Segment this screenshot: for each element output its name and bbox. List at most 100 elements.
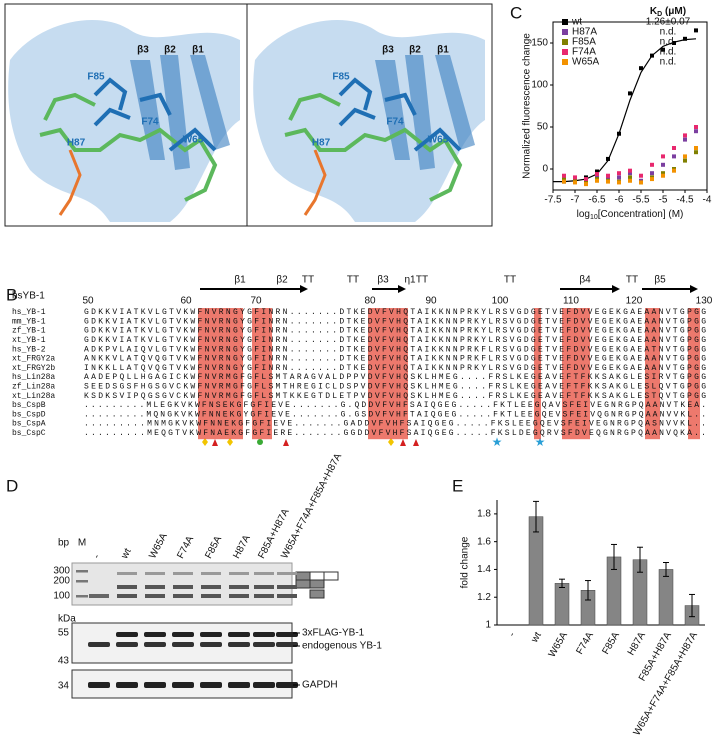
data-point xyxy=(595,178,599,183)
data-point xyxy=(694,129,698,134)
x-axis-label: log10[Concentration] (M) xyxy=(577,209,684,222)
panel-letter: B xyxy=(6,285,17,304)
kd-header: KD (μM) xyxy=(650,6,686,19)
y-tick-label: 100 xyxy=(531,80,548,91)
sequence-name: zf_YB-1 xyxy=(12,327,46,336)
x-tick-label: - xyxy=(507,630,518,638)
data-point xyxy=(683,133,687,138)
y-tick-label: 1.2 xyxy=(477,592,491,603)
x-tick-label: -5.5 xyxy=(632,195,650,206)
ligand xyxy=(39,127,218,202)
marker-diamond xyxy=(202,438,208,446)
data-point xyxy=(661,162,665,167)
x-tick-label: -7 xyxy=(571,195,580,206)
gel-band xyxy=(173,594,193,598)
residue-label: F85 xyxy=(332,72,350,83)
data-point xyxy=(584,182,588,187)
icon-box xyxy=(309,579,325,589)
sequence-name: mm_YB-1 xyxy=(12,317,46,326)
conserved-block xyxy=(534,308,541,440)
label-part: [Concentration] (M) xyxy=(598,209,684,220)
kd-value: n.d. xyxy=(660,47,677,58)
side-chain xyxy=(338,107,376,127)
sequence-name: xt_Lin28a xyxy=(12,392,55,401)
sequence: .........MNMGKVKWFNNEKGFGFIEVE.......GAD… xyxy=(84,420,706,429)
data-point xyxy=(639,173,643,178)
gel-band xyxy=(89,594,109,598)
size-label: 300 xyxy=(53,566,70,577)
residue-number: 50 xyxy=(82,296,94,307)
kd-value: n.d. xyxy=(660,57,677,68)
data-point xyxy=(595,172,599,177)
data-point xyxy=(661,47,665,52)
data-point xyxy=(683,137,687,142)
legend-label: F74A xyxy=(572,47,596,58)
x-tick-label: W65A xyxy=(547,630,570,659)
legend-swatch xyxy=(562,29,568,35)
data-point xyxy=(683,154,687,159)
residue-label: F85 xyxy=(87,72,105,83)
gel-band xyxy=(229,594,249,598)
blot-band xyxy=(276,682,298,688)
y-axis-label: Normalized fluorescence change xyxy=(522,33,533,179)
gel-band xyxy=(145,585,165,589)
residue-label: W65 xyxy=(183,135,204,146)
data-point xyxy=(584,177,588,182)
data-point xyxy=(595,169,599,174)
secondary-structure: β1 xyxy=(234,275,246,286)
arrowhead xyxy=(300,285,308,293)
gel-label: M xyxy=(78,538,86,549)
icon-box xyxy=(295,571,311,581)
gel-background xyxy=(71,562,293,606)
gel-band xyxy=(254,572,274,575)
residue-label: β3 xyxy=(382,45,394,56)
data-point xyxy=(606,156,610,161)
icon-box xyxy=(309,571,325,581)
data-point xyxy=(628,178,632,183)
side-chain xyxy=(139,92,172,116)
x-tick-label: H87A xyxy=(626,630,648,657)
secondary-structure: η1 xyxy=(404,275,416,286)
residue-label: H87 xyxy=(67,138,86,149)
sequence-name: hs_YB-2 xyxy=(12,345,46,354)
legend-label: W65A xyxy=(572,57,600,68)
data-point xyxy=(628,175,632,180)
x-tick-label: F74A xyxy=(574,630,596,656)
data-point xyxy=(628,91,632,96)
sequence-name: xt_YB-1 xyxy=(12,336,46,345)
x-tick-label: -6.5 xyxy=(588,195,606,206)
residue-number: 100 xyxy=(492,296,509,307)
data-point xyxy=(606,173,610,178)
blot-band xyxy=(228,632,250,637)
structure-panel xyxy=(4,3,493,227)
sequence-name: xt_FRGY2a xyxy=(12,355,55,364)
ribbon xyxy=(8,20,241,222)
secondary-structure: β3 xyxy=(377,275,389,286)
plot-frame xyxy=(552,21,708,191)
residue-number: 110 xyxy=(563,296,579,307)
data-point xyxy=(661,173,665,178)
gel-band xyxy=(201,594,221,598)
amplicon-icons xyxy=(295,571,339,599)
residue-label: F74 xyxy=(386,117,404,128)
residue-label: β1 xyxy=(437,45,449,56)
y-tick-label: 50 xyxy=(537,122,549,133)
frame xyxy=(4,3,493,227)
marker-triangle xyxy=(283,439,289,446)
legend-swatch xyxy=(562,39,568,45)
lane-label: W65A+F74A+F85A+H87A xyxy=(279,451,344,560)
structure-view: β3 β2 β1 F85 F74 H87 W65 xyxy=(253,20,485,222)
icon-box xyxy=(309,589,325,599)
marker-circle xyxy=(257,439,263,445)
subscript: 10 xyxy=(590,214,598,221)
gel-band xyxy=(201,585,221,589)
y-tick-label: 150 xyxy=(531,38,548,49)
sequence-name: zf_Lin28a xyxy=(12,383,55,392)
x-tick-label: -6 xyxy=(615,195,624,206)
data-point xyxy=(617,175,621,180)
residue-number: 120 xyxy=(626,296,643,307)
band-label: GAPDH xyxy=(302,680,338,691)
data-point xyxy=(562,173,566,178)
residue-label: H87 xyxy=(312,138,331,149)
conserved-block xyxy=(562,308,590,440)
